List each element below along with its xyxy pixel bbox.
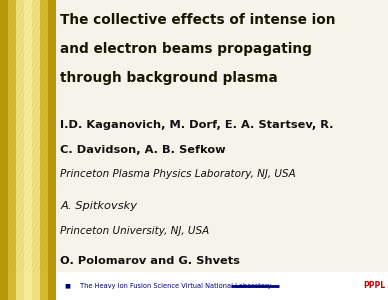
Text: ■: ■ <box>64 283 70 288</box>
Bar <box>16 272 24 300</box>
Text: Princeton University, NJ, USA: Princeton University, NJ, USA <box>60 226 210 236</box>
Text: Princeton Plasma Physics Laboratory, NJ, USA: Princeton Plasma Physics Laboratory, NJ,… <box>60 169 296 179</box>
Bar <box>0 272 388 300</box>
Bar <box>24 0 32 300</box>
Bar <box>0 0 8 300</box>
Bar <box>8 0 16 300</box>
Bar <box>48 0 56 300</box>
Text: The collective effects of intense ion: The collective effects of intense ion <box>60 14 336 28</box>
Bar <box>0 272 8 300</box>
Bar <box>8 272 16 300</box>
Bar <box>48 272 56 300</box>
Bar <box>40 272 48 300</box>
Text: The University of Texas at Austin, Austin, TX, USA: The University of Texas at Austin, Austi… <box>60 281 318 291</box>
Text: The Heavy Ion Fusion Science Virtual National Laboratory: The Heavy Ion Fusion Science Virtual Nat… <box>80 283 271 289</box>
Bar <box>32 272 40 300</box>
Text: I.D. Kaganovich, M. Dorf, E. A. Startsev, R.: I.D. Kaganovich, M. Dorf, E. A. Startsev… <box>60 120 334 130</box>
Bar <box>40 0 48 300</box>
Text: O. Polomarov and G. Shvets: O. Polomarov and G. Shvets <box>60 256 240 266</box>
Bar <box>32 0 40 300</box>
Text: PPPL: PPPL <box>363 281 385 290</box>
Bar <box>16 0 24 300</box>
Bar <box>24 272 32 300</box>
Text: through background plasma: through background plasma <box>60 70 278 85</box>
Text: C. Davidson, A. B. Sefkow: C. Davidson, A. B. Sefkow <box>60 145 226 154</box>
Text: A. Spitkovsky: A. Spitkovsky <box>60 201 137 211</box>
Text: and electron beams propagating: and electron beams propagating <box>60 42 312 56</box>
